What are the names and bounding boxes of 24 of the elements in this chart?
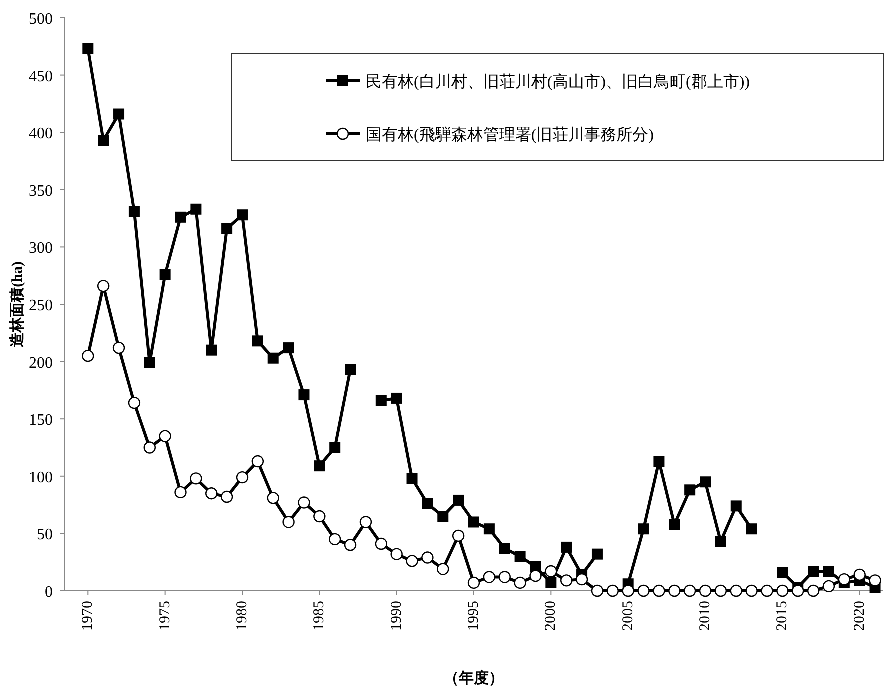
x-tick-label: 2010: [698, 601, 714, 631]
x-axis-title: （年度）: [444, 669, 504, 687]
y-axis-title: 造林面積(ha): [9, 262, 26, 348]
y-tick-label: 350: [29, 182, 53, 200]
x-tick-label: 2000: [543, 601, 560, 631]
x-tick-label: 2020: [852, 601, 868, 631]
y-tick-label: 400: [29, 126, 53, 143]
x-tick-label: 2005: [620, 601, 636, 631]
x-tick-label: 1970: [80, 601, 96, 631]
x-tick-label: 1975: [157, 601, 174, 631]
y-tick-label: 50: [37, 526, 53, 544]
x-tick-label: 1985: [312, 601, 328, 631]
x-tick-label: 1990: [388, 601, 405, 631]
x-tick-label: 1980: [234, 601, 250, 631]
y-tick-label: 200: [29, 354, 53, 372]
y-tick-label: 250: [29, 298, 53, 314]
y-tick-label: 450: [29, 68, 53, 86]
y-tick-label: 0: [45, 584, 53, 601]
y-tick-label: 150: [29, 412, 53, 430]
y-tick-label: 300: [29, 240, 53, 258]
x-tick-label: 1995: [466, 601, 482, 631]
y-tick-label: 500: [29, 11, 53, 28]
x-tick-label: 2015: [774, 601, 791, 631]
y-tick-label: 100: [29, 469, 53, 486]
